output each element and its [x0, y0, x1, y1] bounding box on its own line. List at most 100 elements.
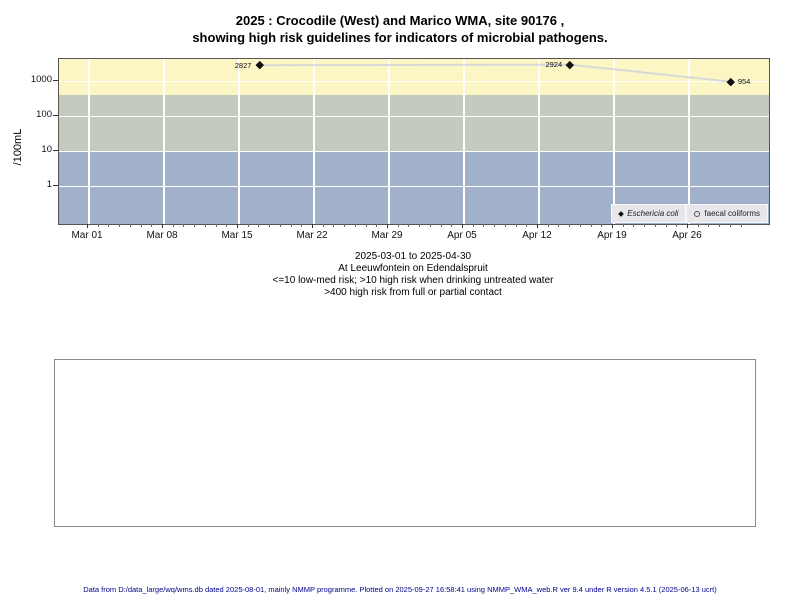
y-gridline [59, 116, 769, 117]
x-tick-mark [633, 224, 635, 227]
x-tick-mark [515, 224, 517, 227]
x-tick-mark [740, 224, 742, 227]
x-tick-mark [408, 224, 410, 227]
x-tick-label: Mar 22 [296, 230, 328, 241]
x-gridline [163, 59, 165, 224]
x-tick-mark [151, 224, 153, 227]
x-tick-mark [451, 224, 453, 227]
y-gridline [59, 186, 769, 187]
x-tick-mark [687, 224, 688, 228]
empty-second-panel [54, 359, 756, 527]
y-tick-label: 1000 [30, 74, 52, 85]
footer-provenance-text: Data from D:/data_large/wq/wms.db dated … [83, 585, 717, 594]
legend-item: faecal coliforms [686, 204, 768, 223]
x-tick-mark [290, 224, 292, 227]
x-tick-mark [140, 224, 142, 227]
open-circle-icon [694, 210, 701, 217]
chart-title-line1: 2025 : Crocodile (West) and Marico WMA, … [235, 13, 565, 28]
plot-area: 2827 2924 954 Eschericia coli faecal colifor… [58, 58, 770, 225]
x-gridline [238, 59, 240, 224]
x-tick-label: Apr 12 [522, 230, 552, 241]
y-tick-label: 100 [36, 109, 52, 120]
x-tick-mark [108, 224, 110, 227]
x-tick-mark [494, 224, 496, 227]
chart-title-line2: showing high risk guidelines for indicat… [192, 30, 608, 45]
x-tick-label: Mar 29 [371, 230, 403, 241]
x-tick-mark [676, 224, 678, 227]
x-tick-mark [644, 224, 646, 227]
x-tick-mark [322, 224, 324, 227]
x-tick-label: Apr 26 [672, 230, 702, 241]
series-line [259, 63, 731, 83]
x-tick-mark [654, 224, 656, 227]
x-tick-label: Apr 05 [447, 230, 477, 241]
x-tick-mark [579, 224, 581, 227]
x-tick-mark [247, 224, 249, 227]
x-tick-mark [537, 224, 538, 228]
y-tick-label: 1 [46, 179, 52, 190]
x-gridline [613, 59, 615, 224]
x-tick-label: Apr 19 [597, 230, 627, 241]
x-tick-mark [558, 224, 560, 227]
caption-risk-rule-2: >400 high risk from full or partial cont… [324, 287, 502, 298]
x-tick-mark [279, 224, 281, 227]
x-tick-mark [440, 224, 442, 227]
caption-risk-rule-1: <=10 low-med risk; >10 high risk when dr… [272, 275, 554, 286]
legend-label: faecal coliforms [704, 209, 760, 218]
x-tick-mark [376, 224, 378, 227]
x-tick-mark [462, 224, 463, 228]
x-tick-mark [504, 224, 506, 227]
x-tick-mark [183, 224, 185, 227]
chart-region: /100mL 2827 2924 954 Eschericia coli faecal … [12, 58, 770, 241]
y-tick-mark [53, 80, 58, 81]
x-tick-mark [483, 224, 485, 227]
x-gridline [313, 59, 315, 224]
x-tick-mark [354, 224, 356, 227]
x-tick-mark [226, 224, 228, 227]
x-gridline [688, 59, 690, 224]
x-tick-mark [697, 224, 699, 227]
x-tick-label: Mar 01 [71, 230, 103, 241]
x-tick-mark [729, 224, 731, 227]
x-tick-mark [129, 224, 131, 227]
caption-location: At Leeuwfontein on Edendalspruit [338, 263, 488, 274]
x-tick-mark [665, 224, 667, 227]
x-tick-label: Mar 15 [221, 230, 253, 241]
x-tick-mark [344, 224, 346, 227]
chart-title: 2025 : Crocodile (West) and Marico WMA, … [0, 12, 800, 46]
x-tick-mark [312, 224, 313, 228]
x-tick-mark [601, 224, 603, 227]
y-gridline [59, 151, 769, 152]
legend-label: Eschericia coli [627, 209, 679, 218]
x-tick-mark [194, 224, 196, 227]
x-tick-mark [612, 224, 613, 228]
x-tick-mark [590, 224, 592, 227]
x-tick-mark [237, 224, 238, 228]
chart-caption: 2025-03-01 to 2025-04-30 At Leeuwfontein… [58, 251, 768, 299]
x-tick-mark [419, 224, 421, 227]
data-point-label: 2924 [545, 60, 563, 70]
x-tick-mark [397, 224, 399, 227]
x-tick-mark [622, 224, 624, 227]
x-tick-mark [87, 224, 88, 228]
x-tick-mark [429, 224, 431, 227]
x-tick-mark [719, 224, 721, 227]
data-point-label: 2827 [234, 60, 252, 70]
x-gridline [538, 59, 540, 224]
x-tick-mark [119, 224, 121, 227]
y-tick-mark [53, 185, 58, 186]
x-gridline [388, 59, 390, 224]
x-tick-mark [204, 224, 206, 227]
x-tick-mark [301, 224, 303, 227]
x-tick-mark [569, 224, 571, 227]
x-tick-mark [162, 224, 163, 228]
x-tick-mark [215, 224, 217, 227]
x-tick-mark [269, 224, 271, 227]
x-tick-mark [333, 224, 335, 227]
y-gridline [59, 81, 769, 82]
filled-diamond-icon [618, 210, 625, 217]
data-point-label: 954 [737, 77, 751, 87]
x-tick-mark [708, 224, 710, 227]
x-tick-label: Mar 08 [146, 230, 178, 241]
